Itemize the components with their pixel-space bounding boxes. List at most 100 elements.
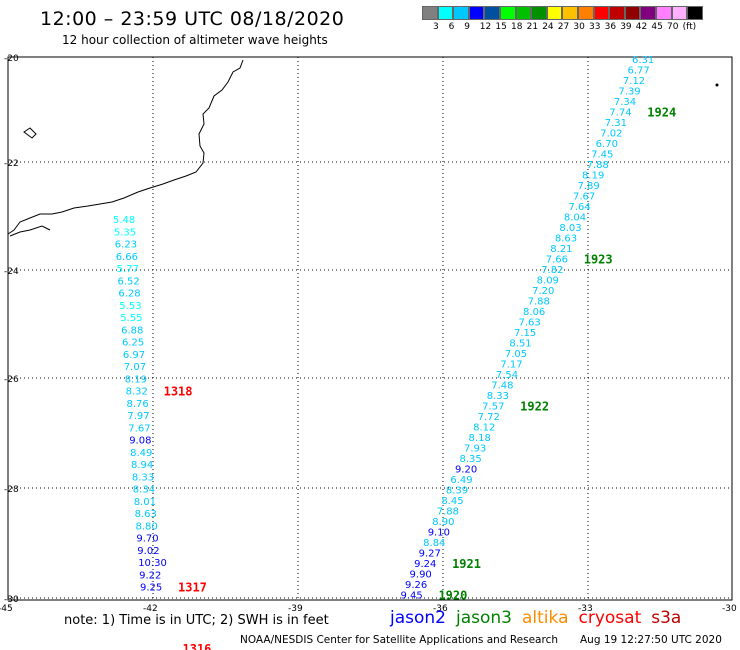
pass-time-label: 1923 — [584, 253, 613, 267]
legend-swatch — [422, 6, 438, 20]
credit-line: NOAA/NESDIS Center for Satellite Applica… — [240, 634, 558, 646]
pass-time-label: 1920 — [438, 589, 467, 603]
wave-height-label: 9.45 — [400, 591, 422, 602]
legend-swatch — [546, 6, 563, 20]
wave-height-label: 7.39 — [618, 87, 640, 98]
wave-height-label: 7.15 — [514, 328, 536, 339]
pass-time-label: 1316 — [183, 642, 212, 650]
legend-swatch — [437, 6, 454, 20]
wave-height-label: 9.20 — [455, 465, 477, 476]
wave-height-label: 7.97 — [127, 411, 149, 422]
wave-height-label: 7.31 — [605, 118, 627, 129]
wave-height-label: 8.06 — [523, 307, 545, 318]
wave-height-label: 7.93 — [464, 444, 486, 455]
wave-height-label: 8.19 — [582, 171, 604, 182]
lat-tick-label: -24 — [4, 267, 19, 277]
wave-height-label: 8.33 — [487, 391, 509, 402]
wave-height-label: 8.35 — [459, 454, 481, 465]
legend-label: 45 — [651, 22, 663, 32]
island — [23, 127, 37, 139]
wave-height-label: 6.97 — [123, 350, 145, 361]
satellite-legend-item: jason2 — [390, 608, 446, 628]
wave-height-label: 8.63 — [135, 509, 157, 520]
lat-tick-label: -30 — [4, 595, 19, 605]
legend-swatch — [577, 6, 594, 20]
legend-swatch — [593, 6, 610, 20]
wave-height-label: 7.05 — [505, 349, 527, 360]
wave-height-label: 7.72 — [478, 412, 500, 423]
legend-label: 70 — [667, 22, 679, 32]
wave-height-label: 8.63 — [555, 234, 577, 245]
wave-height-label: 8.18 — [469, 433, 491, 444]
wave-height-label: 7.89 — [578, 181, 600, 192]
legend-swatch — [640, 6, 656, 20]
satellite-legend-item: s3a — [651, 608, 682, 628]
wave-height-label: 9.22 — [139, 570, 161, 581]
legend-swatch — [655, 6, 672, 20]
page-title: 12:00 – 23:59 UTC 08/18/2020 — [40, 8, 345, 30]
wave-height-label: 6.88 — [121, 325, 143, 336]
lon-tick-label: -36 — [433, 604, 448, 614]
wave-height-label: 5.53 — [119, 301, 141, 312]
legend-label: 36 — [604, 22, 617, 32]
legend-label: 15 — [495, 22, 507, 32]
wave-height-label: 6.52 — [118, 276, 140, 287]
wave-height-label: 7.64 — [568, 202, 590, 213]
wave-height-label: 8.90 — [432, 517, 454, 528]
wave-height-label: 9.27 — [419, 549, 441, 560]
lat-tick-label: -20 — [4, 54, 19, 64]
legend-swatch — [562, 6, 578, 20]
wave-height-label: 7.34 — [614, 97, 636, 108]
wave-height-label: 7.88 — [437, 507, 459, 518]
wave-height-label: 7.54 — [496, 370, 518, 381]
legend-label: 3 — [433, 22, 439, 32]
wave-height-label: 9.10 — [428, 528, 450, 539]
wave-height-label: 6.49 — [450, 475, 472, 486]
wave-height-label: 7.57 — [482, 402, 504, 413]
legend-label: 24 — [542, 22, 554, 32]
satellite-legend-item: altika — [522, 608, 569, 628]
wave-height-label: 6.28 — [118, 289, 140, 300]
wave-height-label: 7.07 — [124, 362, 146, 373]
wave-height-label: 5.55 — [120, 313, 142, 324]
legend-label: 9 — [464, 22, 470, 32]
legend-label: 6 — [448, 22, 455, 32]
units-note: note: 1) Time is in UTC; 2) SWH is in fe… — [64, 613, 329, 628]
legend-label: 12 — [479, 22, 492, 32]
wave-height-label: 7.20 — [532, 286, 554, 297]
lat-tick-label: -22 — [4, 159, 19, 169]
wave-height-label: 9.25 — [140, 583, 162, 594]
wave-height-label: 9.90 — [410, 570, 432, 581]
wave-height-label: 9.26 — [405, 580, 427, 591]
wave-height-label: 8.12 — [473, 423, 495, 434]
legend-label: 27 — [557, 22, 570, 32]
legend-label: 42 — [635, 22, 648, 32]
lon-tick-label: -39 — [288, 604, 303, 614]
wave-height-label: 8.21 — [550, 244, 572, 255]
legend-swatch — [687, 6, 703, 20]
wave-height-label: 9.70 — [136, 534, 158, 545]
lat-tick-label: -28 — [4, 485, 19, 495]
pass-time-label: 1318 — [164, 385, 193, 399]
wave-height-label: 8.19 — [125, 374, 147, 385]
wave-height-label: 7.88 — [587, 160, 609, 171]
wave-height-label: 8.76 — [127, 399, 149, 410]
legend-swatch — [468, 6, 485, 20]
pass-time-label: 1922 — [520, 400, 549, 414]
legend-label: (ft) — [682, 22, 697, 32]
wave-height-label: 6.31 — [632, 55, 654, 66]
wave-height-label: 7.74 — [609, 108, 631, 119]
satellite-legend-item: jason3 — [456, 608, 512, 628]
wave-height-label: 9.08 — [129, 436, 151, 447]
satellite-legend: jason2 jason3 altika cryosat s3a — [390, 608, 691, 628]
wave-height-label: 8.94 — [131, 460, 153, 471]
legend-label: 39 — [620, 22, 632, 32]
page-subtitle: 12 hour collection of altimeter wave hei… — [62, 33, 328, 47]
wave-height-label: 7.17 — [500, 360, 522, 371]
lon-tick-label: -45 — [0, 604, 13, 614]
wave-height-label: 7.66 — [546, 255, 568, 266]
lon-tick-label: -30 — [722, 604, 737, 614]
wave-height-label: 8.39 — [446, 486, 468, 497]
pass-time-label: 1921 — [452, 557, 481, 571]
wave-height-label: 7.63 — [519, 318, 541, 329]
